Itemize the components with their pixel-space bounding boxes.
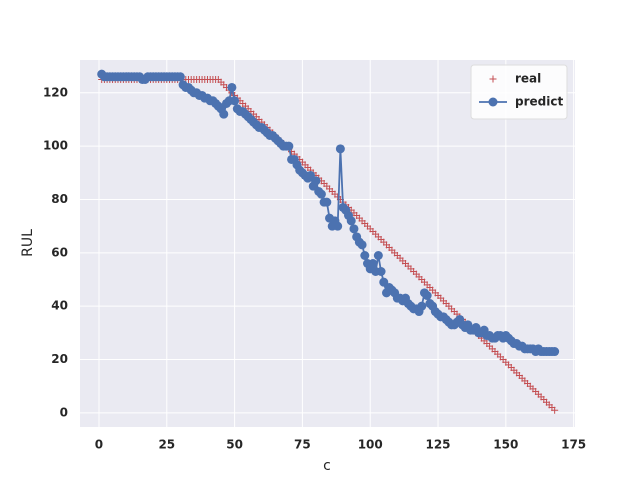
y-tick-label: 40 [51, 299, 68, 313]
series [97, 69, 560, 357]
marker-circle [373, 251, 383, 261]
marker-plus [551, 406, 559, 414]
marker-circle [357, 240, 367, 250]
x-tick-label: 75 [294, 438, 311, 452]
marker-circle [311, 176, 321, 186]
marker-circle [550, 347, 560, 357]
marker-circle [335, 144, 345, 154]
plot-area [80, 60, 575, 427]
x-tick-label: 125 [425, 438, 450, 452]
y-tick-label: 120 [43, 85, 68, 99]
marker-circle [349, 224, 359, 234]
y-axis-label: RUL [20, 229, 36, 257]
marker-circle [230, 96, 240, 106]
marker-circle [422, 291, 432, 301]
x-tick-label: 150 [493, 438, 518, 452]
marker-circle [316, 189, 326, 199]
y-tick-label: 60 [51, 245, 68, 259]
legend-label: predict [515, 95, 563, 109]
marker-circle [360, 251, 370, 261]
legend: real predict [470, 64, 568, 120]
marker-circle [175, 72, 185, 82]
marker-circle [346, 216, 356, 226]
x-axis-label: c [323, 458, 331, 474]
x-tick-label: 25 [158, 438, 175, 452]
marker-circle [368, 259, 378, 269]
marker-circle [322, 197, 332, 207]
x-tick-label: 50 [226, 438, 243, 452]
x-tick-label: 100 [358, 438, 383, 452]
y-tick-label: 20 [51, 352, 68, 366]
marker-circle [376, 267, 386, 277]
y-tick-label: 0 [60, 405, 68, 419]
legend-label: real [515, 72, 541, 86]
x-tick-label: 175 [561, 438, 586, 452]
y-tick-label: 80 [51, 192, 68, 206]
y-tick-label: 100 [43, 139, 68, 153]
marker-circle [488, 97, 498, 107]
x-tick-label: 0 [95, 438, 103, 452]
marker-circle [333, 221, 343, 231]
marker-circle [284, 141, 294, 151]
marker-circle [417, 301, 427, 311]
marker-circle [219, 109, 229, 119]
marker-plus [489, 75, 497, 83]
marker-circle [227, 82, 237, 92]
